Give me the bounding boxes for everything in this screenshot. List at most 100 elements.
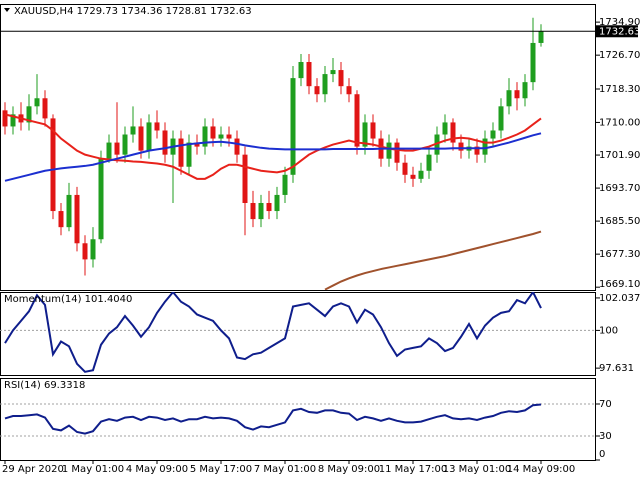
panel-plot: [2, 17, 544, 290]
y-tick-label: 1685.50: [599, 216, 640, 227]
candle-body: [410, 174, 416, 179]
y-tick-label: 102.0379: [599, 293, 640, 304]
candle-body: [50, 118, 56, 212]
candle-body: [258, 202, 264, 220]
candle-body: [458, 142, 464, 151]
candle-body: [346, 86, 352, 95]
indicator-line: [4, 292, 542, 373]
panel-plot: [0, 403, 596, 437]
momentum-panel-frame: [0, 292, 596, 376]
candle-body: [10, 114, 16, 127]
candle-body: [250, 202, 256, 220]
candle-body: [314, 86, 320, 95]
candle-body: [58, 211, 64, 228]
x-tick-label: 8 May 09:00: [318, 464, 380, 475]
symbol-menu-icon: [4, 8, 10, 12]
x-tick-label: 5 May 17:00: [190, 464, 252, 475]
x-tick-label: 11 May 17:00: [379, 464, 448, 475]
x-tick-label: 29 Apr 2020: [2, 464, 64, 475]
candle-body: [42, 98, 48, 119]
candle-body: [490, 130, 496, 139]
candle-body: [90, 239, 96, 260]
y-tick-label: 70: [599, 399, 612, 410]
y-tick-label: 1701.90: [599, 150, 640, 161]
candle-body: [210, 126, 216, 139]
candle-body: [362, 122, 368, 147]
y-tick-label: 1710.00: [599, 117, 640, 128]
candle-body: [242, 154, 248, 203]
candle-body: [178, 138, 184, 167]
candle-body: [498, 106, 504, 131]
rsi-panel-frame: [0, 378, 596, 461]
x-tick-label: 13 May 01:00: [443, 464, 512, 475]
candle-body: [418, 170, 424, 179]
candle-body: [106, 142, 112, 159]
candle-body: [298, 62, 304, 79]
candle-body: [338, 70, 344, 87]
y-tick-label: 0: [599, 449, 605, 460]
candle-body: [218, 134, 224, 139]
candle-body: [34, 98, 40, 107]
candle-body: [386, 142, 392, 159]
candle-body: [394, 142, 400, 163]
candle-body: [530, 42, 536, 83]
candle-body: [234, 138, 240, 155]
panel-title: XAUUSD,H4 1729.73 1734.36 1728.81 1732.6…: [14, 6, 252, 17]
candle-body: [538, 31, 544, 43]
main-panel-frame: [0, 4, 596, 291]
y-tick-label: 1693.70: [599, 183, 640, 194]
panel-title: Momentum(14) 101.4040: [4, 294, 132, 305]
candle-body: [146, 122, 152, 151]
candle-body: [202, 126, 208, 147]
candle-body: [162, 130, 168, 155]
candle-body: [322, 74, 328, 95]
indicator-line: [4, 403, 542, 435]
candle-body: [474, 146, 480, 155]
candle-body: [26, 106, 32, 123]
candle-body: [434, 134, 440, 155]
y-tick-label: 30: [599, 431, 612, 442]
candle-body: [114, 142, 120, 155]
candle-body: [186, 142, 192, 167]
indicator-line: [4, 132, 542, 182]
x-tick-label: 14 May 09:00: [507, 464, 576, 475]
candle-body: [402, 162, 408, 175]
candle-body: [194, 142, 200, 147]
y-tick-label: 100: [599, 325, 618, 336]
y-tick-label: 1718.30: [599, 84, 640, 95]
candle-body: [82, 243, 88, 260]
last-price-label: 1732.63: [599, 26, 640, 37]
candle-body: [426, 154, 432, 171]
candle-body: [370, 122, 376, 139]
candle-body: [130, 126, 136, 135]
candle-body: [290, 78, 296, 175]
candle-body: [514, 90, 520, 99]
y-tick-label: 1726.70: [599, 50, 640, 61]
x-tick-label: 1 May 01:00: [62, 464, 124, 475]
candle-body: [66, 194, 72, 228]
x-tick-label: 4 May 09:00: [126, 464, 188, 475]
candle-body: [450, 122, 456, 143]
y-tick-label: 1734.90: [599, 17, 640, 28]
y-tick-label: 97.631: [599, 363, 634, 374]
candle-body: [330, 70, 336, 75]
indicator-line: [4, 113, 542, 180]
panel-plot: [0, 292, 596, 373]
candle-body: [354, 94, 360, 147]
panel-title: RSI(14) 69.3318: [4, 380, 85, 391]
last-price-box: [596, 25, 638, 38]
candle-body: [266, 202, 272, 212]
candle-body: [442, 122, 448, 135]
candle-body: [74, 194, 80, 244]
candle-body: [98, 158, 104, 240]
indicator-line: [324, 230, 542, 290]
x-tick-label: 7 May 01:00: [254, 464, 316, 475]
candle-body: [522, 82, 528, 99]
candle-body: [2, 110, 8, 127]
candle-body: [154, 122, 160, 131]
candle-body: [138, 126, 144, 151]
candle-body: [282, 174, 288, 195]
candle-body: [274, 194, 280, 212]
